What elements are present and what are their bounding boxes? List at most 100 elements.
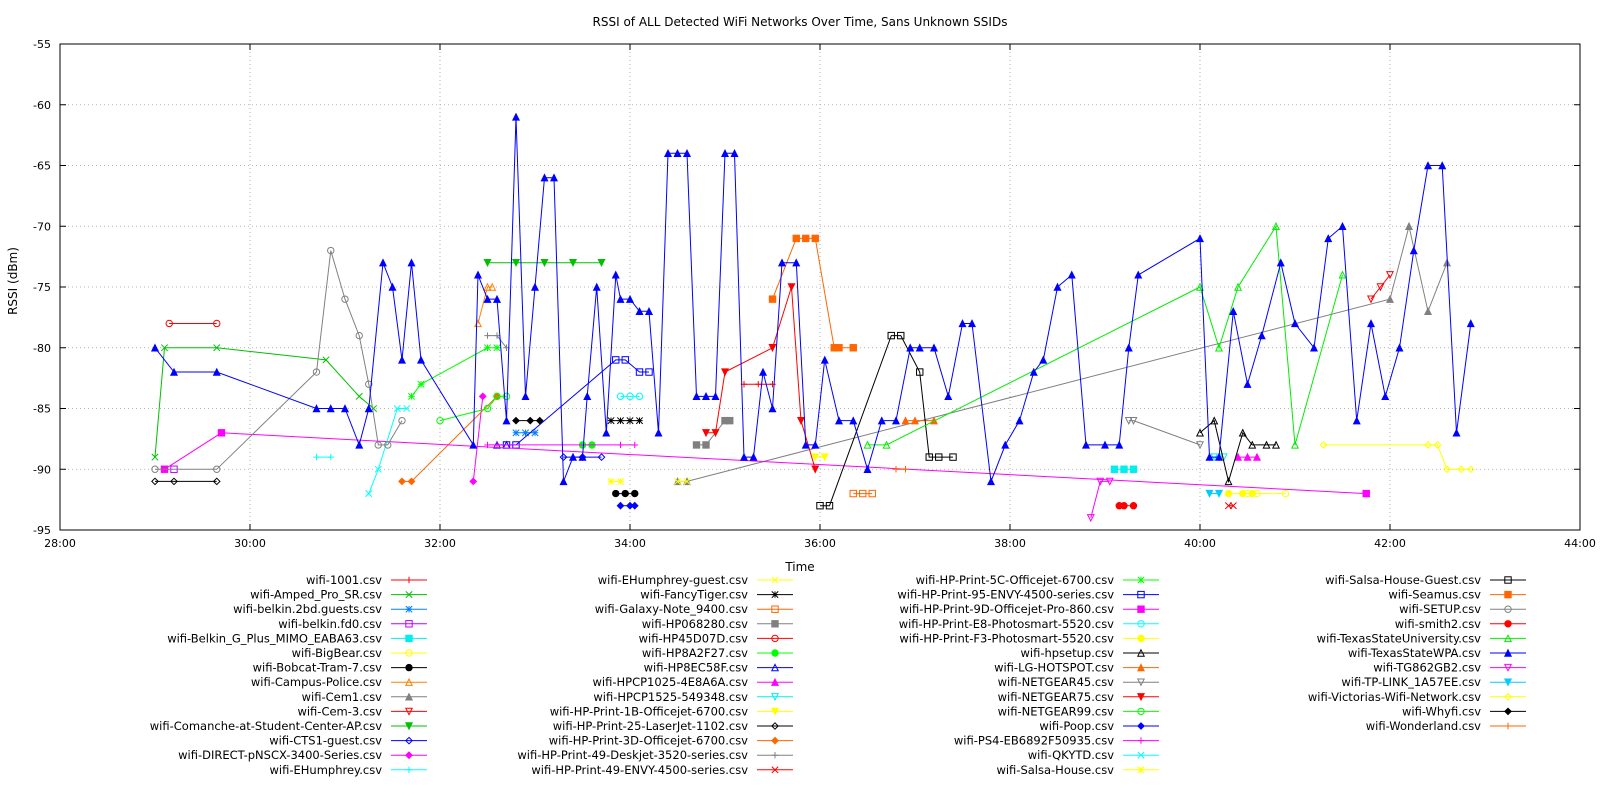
y-tick-label: -55 <box>33 38 51 51</box>
data-point <box>568 452 578 461</box>
data-point <box>407 258 416 267</box>
legend-entry: wifi-TP-LINK_1A57EE.csv <box>1341 675 1526 689</box>
data-point <box>388 282 397 291</box>
series-10 <box>483 259 606 268</box>
data-point <box>473 270 483 279</box>
data-point <box>1229 502 1237 510</box>
series-15 <box>607 417 644 425</box>
legend-marker <box>1137 707 1145 716</box>
legend-marker <box>1503 634 1513 643</box>
data-point <box>607 477 615 485</box>
legend-entry: wifi-HP-Print-1B-Officejet-6700.csv <box>550 704 793 718</box>
y-tick-label: -85 <box>33 403 51 416</box>
legend-marker <box>405 591 413 599</box>
legend-marker <box>1136 678 1146 687</box>
data-point <box>493 392 501 401</box>
legend-label: wifi-1001.csv <box>306 573 382 587</box>
data-point <box>1233 452 1243 461</box>
data-point <box>755 381 762 388</box>
data-point <box>1214 489 1224 498</box>
data-point <box>811 465 820 474</box>
legend-label: wifi-TP-LINK_1A57EE.csv <box>1341 675 1481 689</box>
legend-label: wifi-smith2.csv <box>1395 617 1481 631</box>
legend-label: wifi-HPCP1025-4E8A6A.csv <box>593 675 749 689</box>
data-point <box>540 173 549 182</box>
data-point <box>530 282 540 291</box>
legend-marker <box>771 722 779 730</box>
data-point <box>1115 440 1124 449</box>
legend-marker <box>1503 678 1513 687</box>
data-point <box>341 295 349 303</box>
legend-marker <box>1137 605 1145 613</box>
legend-marker <box>771 766 779 774</box>
series-16 <box>849 489 876 498</box>
data-point <box>312 368 321 376</box>
data-point <box>877 416 886 425</box>
data-point <box>958 319 967 328</box>
data-point <box>621 489 629 498</box>
data-point <box>616 294 625 303</box>
legend-marker <box>771 752 779 759</box>
data-point <box>512 416 520 425</box>
legend-marker <box>405 649 413 657</box>
data-point <box>1385 271 1395 280</box>
data-point <box>583 392 592 401</box>
data-point <box>816 502 824 510</box>
data-point <box>1443 465 1451 474</box>
series-47 <box>150 112 1475 486</box>
data-point <box>792 258 801 267</box>
series-17 <box>692 416 734 449</box>
series-0 <box>740 381 776 388</box>
legend-marker <box>405 576 413 584</box>
legend-label: wifi-Seamus.csv <box>1388 588 1481 602</box>
legend-label: wifi-TexasStateUniversity.csv <box>1317 631 1482 645</box>
data-point <box>863 440 872 449</box>
data-point <box>1205 452 1214 461</box>
legend-entry: wifi-Bobcat-Tram-7.csv <box>253 661 427 675</box>
data-point <box>897 331 905 340</box>
legend-label: wifi-belkin.2bd.guests.csv <box>233 602 382 616</box>
data-point <box>1248 489 1256 498</box>
legend-label: wifi-EHumphrey.csv <box>270 763 383 777</box>
data-point <box>378 258 388 267</box>
legend-entry: wifi-Whyfi.csv <box>1402 704 1526 718</box>
data-point <box>393 404 401 413</box>
data-point <box>374 465 382 473</box>
data-point <box>492 294 502 303</box>
data-point <box>986 477 996 486</box>
data-point <box>1248 440 1257 449</box>
series-40 <box>365 404 411 498</box>
legend-entry: wifi-NETGEAR45.csv <box>998 675 1159 689</box>
data-point <box>559 477 568 486</box>
data-point <box>1452 428 1461 437</box>
data-point <box>483 282 492 291</box>
legend-marker <box>770 663 780 672</box>
series-line <box>155 250 403 470</box>
series-32 <box>1224 489 1256 498</box>
legend-label: wifi-Amped_Pro_SR.csv <box>250 588 382 602</box>
legend-marker <box>1504 605 1512 613</box>
legend-label: wifi-Poop.csv <box>1039 719 1114 733</box>
data-point <box>1366 295 1376 304</box>
x-tick-label: 44:00 <box>1564 537 1596 550</box>
data-point <box>483 404 492 413</box>
legend-entry: wifi-Cem1.csv <box>302 690 427 704</box>
series-6 <box>612 489 639 498</box>
data-point <box>882 440 891 449</box>
data-point <box>169 367 179 376</box>
data-point <box>416 355 426 364</box>
series-layer <box>150 112 1475 523</box>
data-point <box>811 234 819 243</box>
x-tick-label: 30:00 <box>234 537 266 550</box>
legend-label: wifi-CTS1-guest.csv <box>269 734 382 748</box>
legend-entry: wifi-NETGEAR75.csv <box>998 690 1159 704</box>
legend-entry: wifi-HP-Print-F3-Photosmart-5520.csv <box>899 631 1159 645</box>
series-18 <box>165 319 221 328</box>
legend-entry: wifi-CTS1-guest.csv <box>269 734 427 748</box>
data-point <box>730 149 739 158</box>
data-point <box>726 416 734 425</box>
legend-label: wifi-NETGEAR75.csv <box>998 690 1115 704</box>
legend-marker <box>1137 634 1145 643</box>
data-point <box>1067 270 1076 279</box>
